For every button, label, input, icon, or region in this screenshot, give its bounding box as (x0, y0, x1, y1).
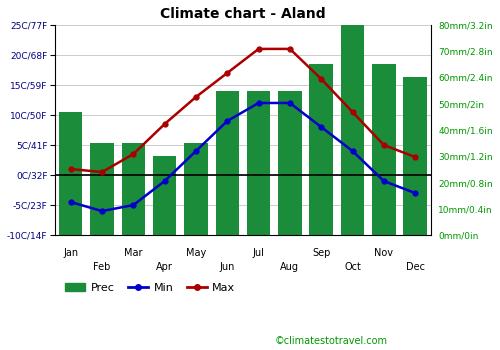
Text: May: May (186, 248, 206, 258)
Bar (247, 91, 270, 235)
Bar (122, 143, 145, 235)
Text: Oct: Oct (344, 262, 361, 272)
Legend: Prec, Min, Max: Prec, Min, Max (60, 279, 240, 298)
Bar (278, 91, 301, 235)
Text: Dec: Dec (406, 262, 424, 272)
Text: Aug: Aug (280, 262, 299, 272)
Title: Climate chart - Aland: Climate chart - Aland (160, 7, 326, 21)
Text: Sep: Sep (312, 248, 330, 258)
Text: Apr: Apr (156, 262, 173, 272)
Text: Mar: Mar (124, 248, 142, 258)
Bar (372, 64, 396, 235)
Text: Feb: Feb (94, 262, 110, 272)
Text: Jan: Jan (63, 248, 78, 258)
Bar (404, 77, 427, 235)
Bar (216, 91, 239, 235)
Bar (184, 143, 208, 235)
Bar (153, 156, 176, 235)
Bar (341, 25, 364, 235)
Bar (90, 143, 114, 235)
Text: Jun: Jun (220, 262, 235, 272)
Text: ©climatestotravel.com: ©climatestotravel.com (275, 336, 388, 346)
Text: Jul: Jul (252, 248, 264, 258)
Text: Nov: Nov (374, 248, 394, 258)
Bar (310, 64, 333, 235)
Bar (59, 112, 82, 235)
